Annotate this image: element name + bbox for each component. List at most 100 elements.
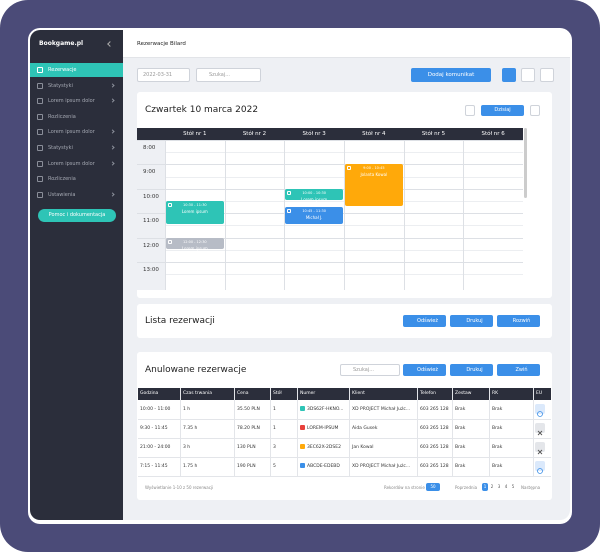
menu-item[interactable]: Lorem ipsum dolor (30, 157, 123, 171)
menu-item[interactable]: Lorem ipsum dolor (30, 125, 123, 139)
reservation-icon (287, 190, 292, 195)
reservation-block[interactable]: 10:00 - 10:30 Lorem ipsum (285, 188, 343, 202)
table-cell: 1 (273, 407, 276, 412)
table-cell: 1.75 h (183, 464, 198, 469)
reservation-label: Michał J. (305, 215, 323, 221)
menu-item[interactable]: Rezerwacje (30, 63, 123, 77)
table-cell: ABCDE-EDEBD (307, 464, 340, 469)
column-title: EU (536, 391, 543, 396)
menu-label: Lorem ipsum dolor (48, 98, 95, 105)
column-line (284, 140, 286, 290)
menu-icon (37, 98, 43, 105)
action-button[interactable]: Odśwież (403, 364, 446, 376)
reservation-label: Lorem ipsum (181, 209, 208, 214)
reservation-label: Jolanta Kowal (360, 172, 388, 178)
column-divider (180, 388, 181, 476)
table-cell: XD PROJECT Michał Jużc... (352, 464, 411, 469)
hour-line (137, 140, 523, 141)
column-title: Czas trwania (183, 391, 212, 396)
page-number[interactable]: 1 (482, 483, 488, 491)
column-line (403, 140, 405, 290)
row-line (138, 418, 551, 420)
reservation-time: 10:00 - 10:30 (302, 190, 326, 195)
reservation-label: Lorem ipsum (301, 196, 328, 202)
column-header: Stół nr 1 (183, 131, 207, 137)
menu-item[interactable]: Lorem ipsum dolor (30, 94, 123, 108)
menu-icon (37, 129, 43, 136)
chat-icon (537, 411, 543, 417)
cancelled-search[interactable]: Szukaj... (340, 364, 400, 376)
menu-icon (37, 67, 43, 73)
table-cell: Brak (492, 464, 503, 469)
menu-item[interactable]: Statystyki (30, 141, 123, 155)
prev-button[interactable] (465, 105, 475, 116)
help-button[interactable]: Pomoc i dokumentacja (38, 209, 116, 222)
reservation-block[interactable]: 10:45 - 11:30 Michał J. (285, 207, 343, 225)
hour-label: 8:00 (143, 145, 156, 151)
menu-item[interactable]: Statystyki (30, 79, 123, 93)
column-divider (234, 388, 235, 476)
reservation-time: 10:45 - 11:30 (302, 209, 326, 214)
menu-label: Ustawienia (48, 191, 76, 198)
search-input[interactable]: Szukaj... (196, 68, 261, 82)
table-cell: 78.20 PLN (237, 426, 260, 431)
menu-label: Lorem ipsum dolor (48, 160, 95, 167)
column-header: Stół nr 3 (302, 131, 326, 137)
column-title: Cena (237, 391, 249, 396)
menu-item[interactable]: Rozliczenia (30, 110, 123, 124)
collapse-icon[interactable] (107, 41, 113, 47)
reservation-block[interactable]: 12:00 - 12:30 Lorem ipsum (166, 237, 224, 251)
table-cell: 130 PLN (237, 445, 256, 450)
action-button[interactable]: Rozwiń (497, 315, 540, 327)
hour-label: 10:00 (143, 193, 159, 200)
icon-button[interactable] (502, 68, 516, 82)
next-button[interactable] (530, 105, 540, 116)
table-cell: Brak (455, 445, 466, 450)
cancelled-title: Anulowane rezerwacje (145, 365, 247, 375)
action-button[interactable]: Drukuj (450, 315, 493, 327)
menu-icon (37, 113, 43, 120)
column-line (224, 140, 226, 290)
reservation-block[interactable]: 10:30 - 11:30 Lorem ipsum (166, 201, 224, 225)
per-page-select[interactable]: 50 (426, 483, 440, 491)
date-input[interactable]: 2022-03-31 (137, 68, 190, 82)
next-page[interactable]: Następna (521, 485, 541, 490)
table-cell: 21:00 - 24:00 (140, 445, 171, 450)
page-number[interactable]: 2 (490, 484, 494, 489)
action-button[interactable]: Zwiń (497, 364, 540, 376)
hour-label: 11:00 (143, 218, 159, 225)
menu-item[interactable]: Rozliczenia (30, 172, 123, 186)
page-number[interactable]: 5 (511, 484, 515, 489)
eu-button[interactable] (535, 461, 545, 474)
add-message-button[interactable]: Dodaj komunikat (411, 68, 491, 82)
hour-line (137, 262, 523, 263)
reservation-block[interactable]: 9:00 - 10:45 Jolanta Kowal (345, 164, 403, 207)
page-number[interactable]: 3 (497, 484, 501, 489)
row-line (138, 437, 551, 439)
eu-button[interactable] (535, 423, 545, 436)
today-button[interactable]: Dzisiaj (481, 105, 524, 116)
icon-button[interactable] (540, 68, 554, 82)
action-button[interactable]: Odśwież (403, 315, 446, 327)
menu-label: Rezerwacje (48, 67, 77, 73)
table-cell: 5 (273, 464, 276, 469)
eu-button[interactable] (535, 442, 545, 455)
icon-button[interactable] (521, 68, 535, 82)
chevron (110, 192, 115, 197)
column-title: RK (492, 391, 499, 396)
top-bar: Rezerwacje Bilard (123, 30, 570, 58)
column-title: Stół (273, 391, 282, 396)
prev-page[interactable]: Poprzednia (455, 485, 478, 490)
table-cell: Aida Gusek (352, 426, 378, 431)
table-cell: 1 (273, 426, 276, 431)
hour-label: 12:00 (143, 242, 159, 249)
menu-item[interactable]: Ustawienia (30, 188, 123, 202)
eu-button[interactable] (535, 404, 545, 417)
status-swatch (300, 444, 305, 449)
column-title: Zestaw (455, 391, 472, 396)
row-line (138, 456, 551, 458)
page-number[interactable]: 4 (504, 484, 508, 489)
column-divider (270, 388, 271, 476)
action-button[interactable]: Drukuj (450, 364, 493, 376)
